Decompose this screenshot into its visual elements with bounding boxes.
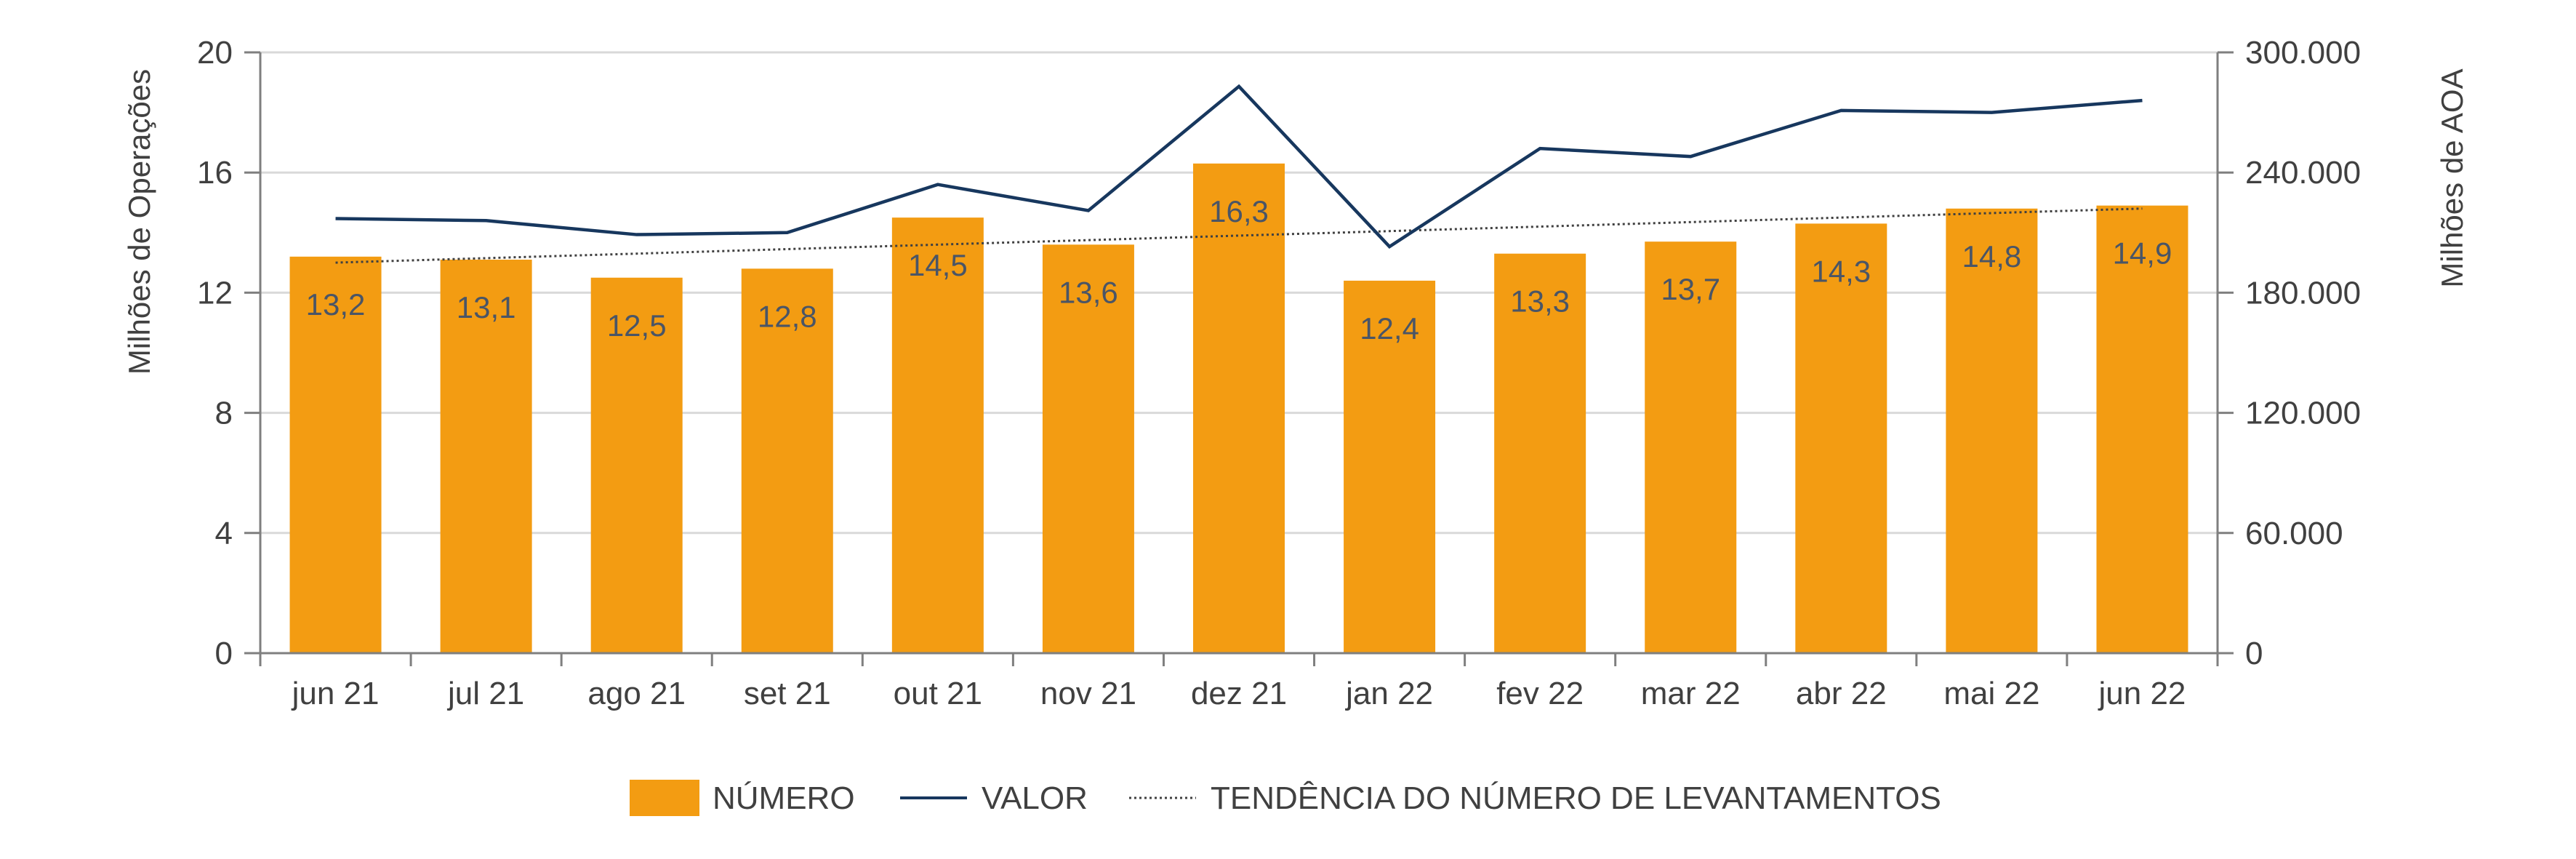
bar-out-21 (891, 217, 984, 653)
data-label: 12,4 (1360, 311, 1419, 345)
y-left-tick-label: 0 (215, 636, 233, 671)
x-tick-label: ago 21 (587, 676, 686, 711)
data-label: 13,7 (1661, 272, 1720, 306)
bar-ago-21 (590, 277, 683, 653)
data-label: 16,3 (1209, 194, 1269, 228)
bar-jul-21 (440, 259, 532, 654)
bar-mar-22 (1645, 241, 1737, 653)
y-right-tick-label: 300.000 (2245, 35, 2361, 71)
bar-jan-22 (1344, 280, 1436, 653)
data-label: 13,2 (306, 287, 366, 321)
x-tick-label: jan 22 (1344, 676, 1433, 711)
trend-line (335, 207, 2143, 264)
bar-labels: 13,2 13,1 12,5 12,8 14,5 13,6 16,3 12,4 13,3 13,7… (306, 194, 2172, 345)
bar-fev-22 (1494, 253, 1586, 654)
x-tick-label: mar 22 (1641, 676, 1741, 711)
data-label: 14,5 (908, 248, 968, 282)
valor-line (335, 84, 2143, 249)
legend-label-numero: NÚMERO (713, 780, 855, 816)
x-tick-label: out 21 (894, 676, 982, 711)
data-label: 13,1 (457, 290, 516, 324)
x-tick-label: mai 22 (1943, 676, 2039, 711)
y-right-tick-label: 240.000 (2245, 155, 2361, 191)
x-tick-label: fev 22 (1496, 676, 1584, 711)
y-right-tick-label: 60.000 (2245, 516, 2343, 551)
bar-dez-21 (1193, 163, 1285, 653)
axes (244, 51, 2234, 666)
y-axis-right-title: Milhões de AOA (2435, 68, 2469, 287)
x-tick-label: nov 21 (1040, 676, 1136, 711)
y-left-tick-label: 4 (215, 516, 233, 551)
tick-labels: 0 4 8 12 16 20 0 60.000 120.000 180.000 240.000 300… (197, 35, 2361, 711)
data-label: 13,6 (1059, 275, 1118, 309)
y-left-tick-label: 20 (197, 35, 233, 71)
data-label: 12,8 (758, 299, 817, 333)
bar-abr-22 (1795, 223, 1887, 653)
data-label: 12,5 (607, 308, 667, 343)
legend: NÚMERO VALOR TENDÊNCIA DO NÚMERO DE LEVA… (630, 780, 1941, 816)
valor-line-group (335, 84, 2143, 249)
x-tick-label: jun 21 (291, 676, 380, 711)
data-label: 13,3 (1510, 284, 1570, 319)
x-tick-label: abr 22 (1796, 676, 1887, 711)
y-right-tick-label: 120.000 (2245, 396, 2361, 431)
y-right-tick-label: 180.000 (2245, 275, 2361, 311)
y-right-tick-label: 0 (2245, 636, 2263, 671)
x-tick-label: jun 22 (2098, 676, 2186, 711)
data-label: 14,3 (1811, 254, 1871, 288)
data-label: 14,8 (1962, 239, 2022, 273)
y-left-tick-label: 16 (197, 155, 233, 191)
x-tick-label: set 21 (744, 676, 831, 711)
y-left-tick-label: 8 (215, 396, 233, 431)
data-label: 14,9 (2113, 236, 2172, 271)
legend-label-tendencia: TENDÊNCIA DO NÚMERO DE LEVANTAMENTOS (1211, 780, 1941, 816)
y-axis-left-title: Milhões de Operações (122, 69, 156, 375)
trend-line-group (335, 207, 2143, 264)
bars (289, 163, 2188, 654)
bar-mai-22 (1946, 208, 2038, 653)
legend-label-valor: VALOR (982, 780, 1088, 816)
x-tick-label: dez 21 (1191, 676, 1287, 711)
legend-swatch-numero (630, 780, 699, 816)
bar-jun-22 (2096, 205, 2188, 653)
bar-set-21 (741, 268, 833, 653)
bar-jun-21 (289, 256, 382, 654)
y-left-tick-label: 12 (197, 275, 233, 311)
x-tick-label: jul 21 (446, 676, 524, 711)
bar-nov-21 (1042, 244, 1134, 653)
